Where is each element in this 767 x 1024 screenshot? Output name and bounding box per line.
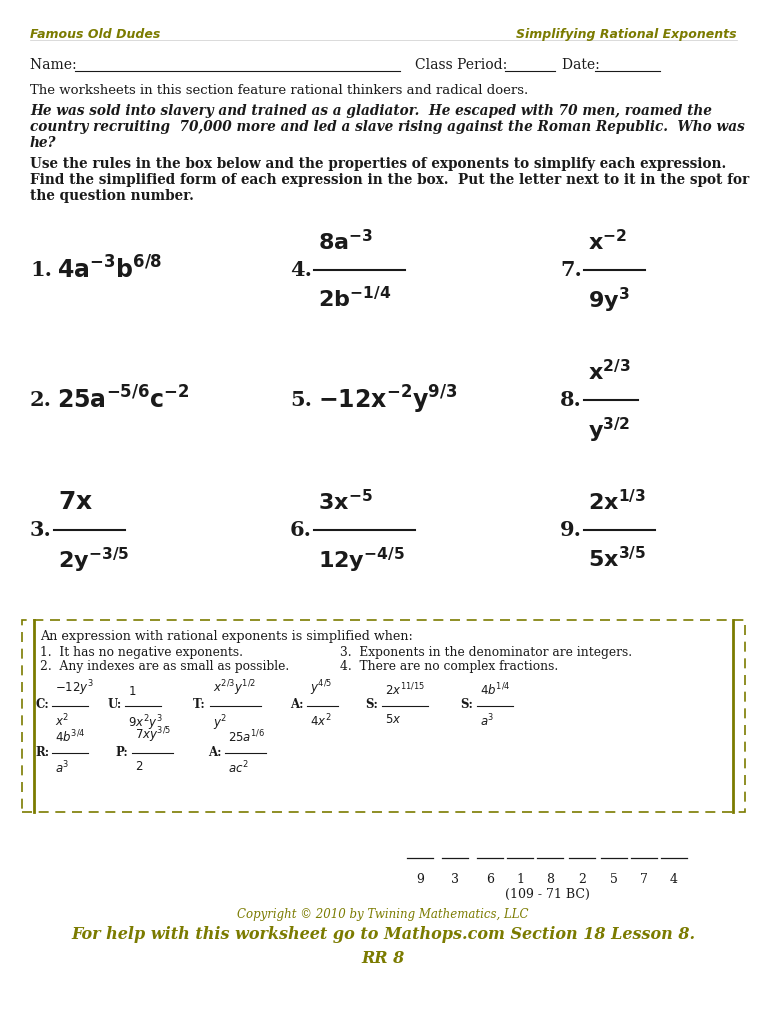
Text: $1$: $1$: [128, 685, 137, 698]
Text: 1.  It has no negative exponents.: 1. It has no negative exponents.: [40, 646, 243, 659]
Text: $x^2$: $x^2$: [55, 713, 69, 729]
Text: 2.  Any indexes are as small as possible.: 2. Any indexes are as small as possible.: [40, 660, 289, 673]
Text: 1: 1: [516, 873, 524, 886]
Text: C:: C:: [35, 698, 49, 712]
Text: 2: 2: [578, 873, 586, 886]
Text: A:: A:: [290, 698, 304, 712]
Text: $\mathbf{x^{-2}}$: $\mathbf{x^{-2}}$: [588, 228, 627, 254]
Text: $\mathbf{4a^{-3}b^{6/8}}$: $\mathbf{4a^{-3}b^{6/8}}$: [57, 256, 163, 284]
Text: 4.  There are no complex fractions.: 4. There are no complex fractions.: [340, 660, 558, 673]
Text: $\mathbf{12y^{-4/5}}$: $\mathbf{12y^{-4/5}}$: [318, 546, 405, 575]
Text: 2.: 2.: [30, 390, 52, 410]
Text: $y^{4/5}$: $y^{4/5}$: [310, 678, 332, 698]
Text: Copyright © 2010 by Twining Mathematics, LLC: Copyright © 2010 by Twining Mathematics,…: [237, 908, 528, 921]
Text: U:: U:: [108, 698, 122, 712]
Text: $\mathbf{x^{2/3}}$: $\mathbf{x^{2/3}}$: [588, 358, 630, 384]
Text: 3: 3: [451, 873, 459, 886]
Text: $25a^{1/6}$: $25a^{1/6}$: [228, 728, 265, 745]
Text: 8.: 8.: [560, 390, 582, 410]
Text: $2$: $2$: [135, 760, 143, 773]
Text: $2x^{11/15}$: $2x^{11/15}$: [385, 681, 425, 698]
Text: $\mathbf{9y^{3}}$: $\mathbf{9y^{3}}$: [588, 286, 630, 315]
Text: An expression with rational exponents is simplified when:: An expression with rational exponents is…: [40, 630, 413, 643]
Text: Use the rules in the box below and the properties of exponents to simplify each : Use the rules in the box below and the p…: [30, 157, 726, 171]
Text: 4: 4: [670, 873, 678, 886]
Text: $4b^{1/4}$: $4b^{1/4}$: [480, 681, 511, 698]
Text: For help with this worksheet go to Mathops.com Section 18 Lesson 8.: For help with this worksheet go to Matho…: [71, 926, 695, 943]
Text: 5: 5: [610, 873, 618, 886]
Text: $\mathbf{2y^{-3/5}}$: $\mathbf{2y^{-3/5}}$: [58, 546, 130, 575]
Text: 6: 6: [486, 873, 494, 886]
Text: RR 8: RR 8: [361, 950, 405, 967]
Text: 8: 8: [546, 873, 554, 886]
Text: He was sold into slavery and trained as a gladiator.  He escaped with 70 men, ro: He was sold into slavery and trained as …: [30, 104, 712, 118]
Text: $\mathbf{2b^{-1/4}}$: $\mathbf{2b^{-1/4}}$: [318, 286, 391, 311]
Text: P:: P:: [115, 745, 128, 759]
Text: $4x^2$: $4x^2$: [310, 713, 331, 729]
Text: T:: T:: [193, 698, 206, 712]
Text: $\mathbf{8a^{-3}}$: $\mathbf{8a^{-3}}$: [318, 228, 374, 254]
Text: $\mathbf{y^{3/2}}$: $\mathbf{y^{3/2}}$: [588, 416, 630, 445]
Text: 9.: 9.: [560, 520, 582, 540]
Text: R:: R:: [35, 745, 49, 759]
Text: Class Period:: Class Period:: [415, 58, 512, 72]
Text: $4b^{3/4}$: $4b^{3/4}$: [55, 728, 86, 745]
Text: 6.: 6.: [290, 520, 312, 540]
Text: Date:: Date:: [562, 58, 604, 72]
Text: $\mathbf{-12x^{-2}y^{9/3}}$: $\mathbf{-12x^{-2}y^{9/3}}$: [318, 384, 458, 416]
Text: Name:: Name:: [30, 58, 81, 72]
Text: the question number.: the question number.: [30, 189, 194, 203]
Text: $y^2$: $y^2$: [213, 713, 227, 732]
Text: S:: S:: [460, 698, 473, 712]
Text: $5x$: $5x$: [385, 713, 401, 726]
Text: 7: 7: [640, 873, 648, 886]
Text: $\mathbf{5x^{3/5}}$: $\mathbf{5x^{3/5}}$: [588, 546, 646, 571]
Text: 1.: 1.: [30, 260, 52, 280]
Text: S:: S:: [365, 698, 378, 712]
Text: 5.: 5.: [290, 390, 312, 410]
Text: $\mathbf{7x}$: $\mathbf{7x}$: [58, 490, 93, 514]
Text: $a^3$: $a^3$: [480, 713, 494, 729]
Text: country recruiting  70,000 more and led a slave rising against the Roman Republi: country recruiting 70,000 more and led a…: [30, 120, 745, 134]
Text: Simplifying Rational Exponents: Simplifying Rational Exponents: [516, 28, 737, 41]
Text: Famous Old Dudes: Famous Old Dudes: [30, 28, 160, 41]
Text: $\mathbf{25a^{-5/6}c^{-2}}$: $\mathbf{25a^{-5/6}c^{-2}}$: [57, 386, 189, 414]
Text: $\mathbf{2x^{1/3}}$: $\mathbf{2x^{1/3}}$: [588, 488, 646, 514]
Text: $a^3$: $a^3$: [55, 760, 69, 776]
Text: $x^{2/3}y^{1/2}$: $x^{2/3}y^{1/2}$: [213, 678, 256, 698]
Text: Find the simplified form of each expression in the box.  Put the letter next to : Find the simplified form of each express…: [30, 173, 749, 187]
Text: $\mathbf{3x^{-5}}$: $\mathbf{3x^{-5}}$: [318, 488, 373, 514]
Text: (109 - 71 BC): (109 - 71 BC): [505, 888, 589, 901]
Text: 4.: 4.: [290, 260, 312, 280]
Text: $9x^2y^3$: $9x^2y^3$: [128, 713, 163, 732]
Text: 7.: 7.: [560, 260, 582, 280]
Text: A:: A:: [208, 745, 222, 759]
Text: 3.: 3.: [30, 520, 52, 540]
Text: he?: he?: [30, 136, 57, 150]
Text: 3.  Exponents in the denominator are integers.: 3. Exponents in the denominator are inte…: [340, 646, 632, 659]
Text: $7xy^{3/5}$: $7xy^{3/5}$: [135, 725, 172, 745]
Text: 9: 9: [416, 873, 424, 886]
Text: $ac^2$: $ac^2$: [228, 760, 249, 776]
Text: The worksheets in this section feature rational thinkers and radical doers.: The worksheets in this section feature r…: [30, 84, 528, 97]
Text: $-12y^3$: $-12y^3$: [55, 678, 94, 698]
